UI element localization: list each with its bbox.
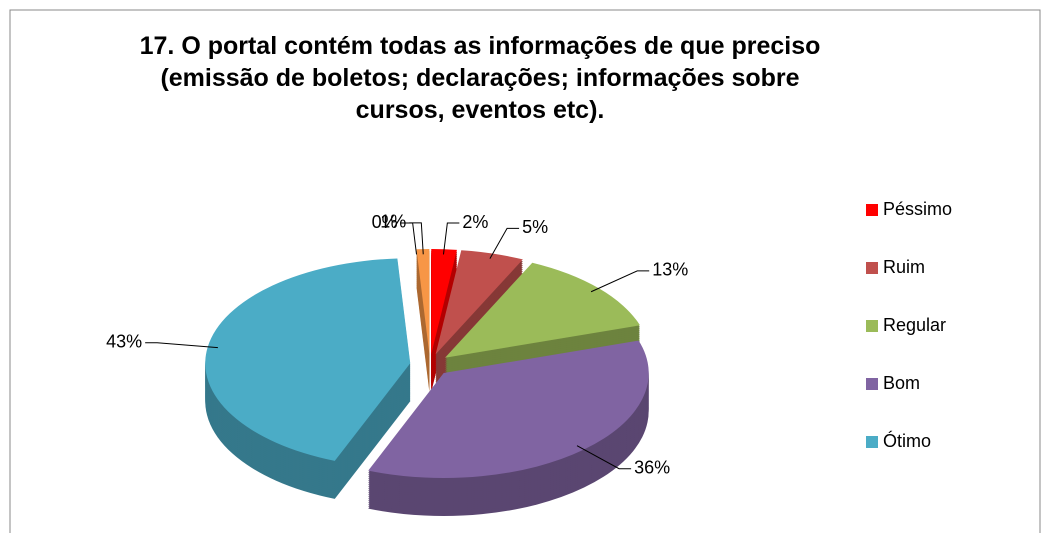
slice: [205, 258, 411, 461]
leader-line: [442, 222, 460, 255]
legend-swatch: [866, 378, 878, 390]
leader-line: [489, 227, 520, 259]
frame: [9, 9, 1041, 533]
chart-title: 17. O portal contém todas as informações…: [139, 32, 821, 124]
slice: [368, 340, 649, 479]
leader-line: [145, 342, 218, 349]
leader-line: [590, 270, 650, 293]
data-label: 0%: [372, 212, 398, 232]
slice: [416, 249, 430, 355]
data-label: 36%: [634, 457, 670, 477]
data-label: 1%: [380, 212, 406, 232]
legend-swatch: [866, 204, 878, 216]
leader-line: [409, 222, 424, 255]
legend-label: Ruim: [883, 257, 925, 277]
legend-label: Regular: [883, 315, 946, 335]
legend-label: Ótimo: [883, 430, 931, 451]
leader-line: [576, 445, 632, 470]
legend-label: Péssimo: [883, 199, 952, 219]
legend-swatch: [866, 436, 878, 448]
legend-swatch: [866, 320, 878, 332]
slice: [435, 250, 523, 355]
data-label: 13%: [652, 260, 688, 280]
slice: [431, 249, 457, 355]
legend-swatch: [866, 262, 878, 274]
legend-label: Bom: [883, 373, 920, 393]
slice: [445, 262, 640, 358]
data-label: 5%: [522, 217, 548, 237]
data-label: 43%: [106, 331, 142, 351]
data-label: 2%: [462, 212, 488, 232]
